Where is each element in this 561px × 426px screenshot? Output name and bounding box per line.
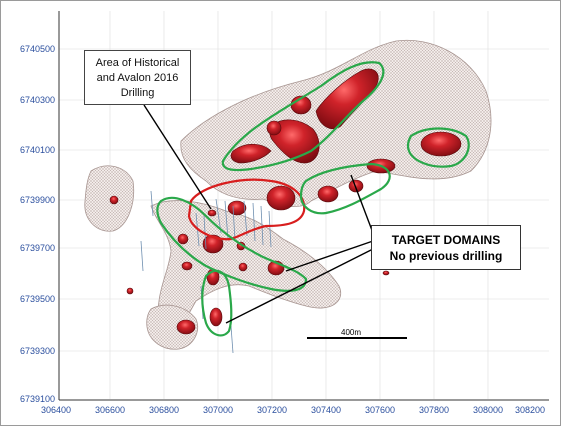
target-domain-east <box>406 127 470 168</box>
axes <box>58 11 549 401</box>
callout-line: TARGET DOMAINS <box>391 233 501 247</box>
x-tick-label: 308000 <box>472 405 504 415</box>
x-tick-label: 307200 <box>256 405 288 415</box>
y-tick-label: 6739100 <box>19 394 55 404</box>
target-domain-southwest <box>156 196 308 292</box>
callout-line: Area of Historical <box>95 57 180 69</box>
historical-drilling-outline <box>187 178 306 241</box>
x-tick-label: 308200 <box>514 405 546 415</box>
y-tick-label: 6740100 <box>19 145 55 155</box>
target-domains-callout: TARGET DOMAINS No previous drilling <box>371 225 521 270</box>
x-tick-label: 306400 <box>40 405 72 415</box>
target-domain-central <box>299 162 391 215</box>
callout-line: No previous drilling <box>389 249 503 263</box>
historical-drilling-callout: Area of Historical and Avalon 2016 Drill… <box>84 50 191 105</box>
y-tick-label: 6739900 <box>19 195 55 205</box>
target-domain-outlines <box>156 61 470 337</box>
y-tick-label: 6739500 <box>19 294 55 304</box>
callout-line: Drilling <box>120 87 155 99</box>
callout-line: and Avalon 2016 <box>96 72 179 84</box>
x-tick-label: 307800 <box>418 405 450 415</box>
x-tick-label: 306600 <box>94 405 126 415</box>
scale-bar-label: 400m <box>341 328 362 337</box>
y-tick-label: 6739700 <box>19 243 55 253</box>
target-domain-south <box>201 269 233 337</box>
target-domain-north <box>221 61 385 172</box>
y-tick-label: 6739300 <box>19 346 55 356</box>
y-tick-label: 6740300 <box>19 95 55 105</box>
x-tick-label: 307000 <box>202 405 234 415</box>
x-tick-label: 307600 <box>364 405 396 415</box>
x-tick-label: 306800 <box>148 405 180 415</box>
x-tick-label: 307400 <box>310 405 342 415</box>
leader-lines <box>143 104 374 324</box>
y-tick-label: 6740500 <box>19 44 55 54</box>
